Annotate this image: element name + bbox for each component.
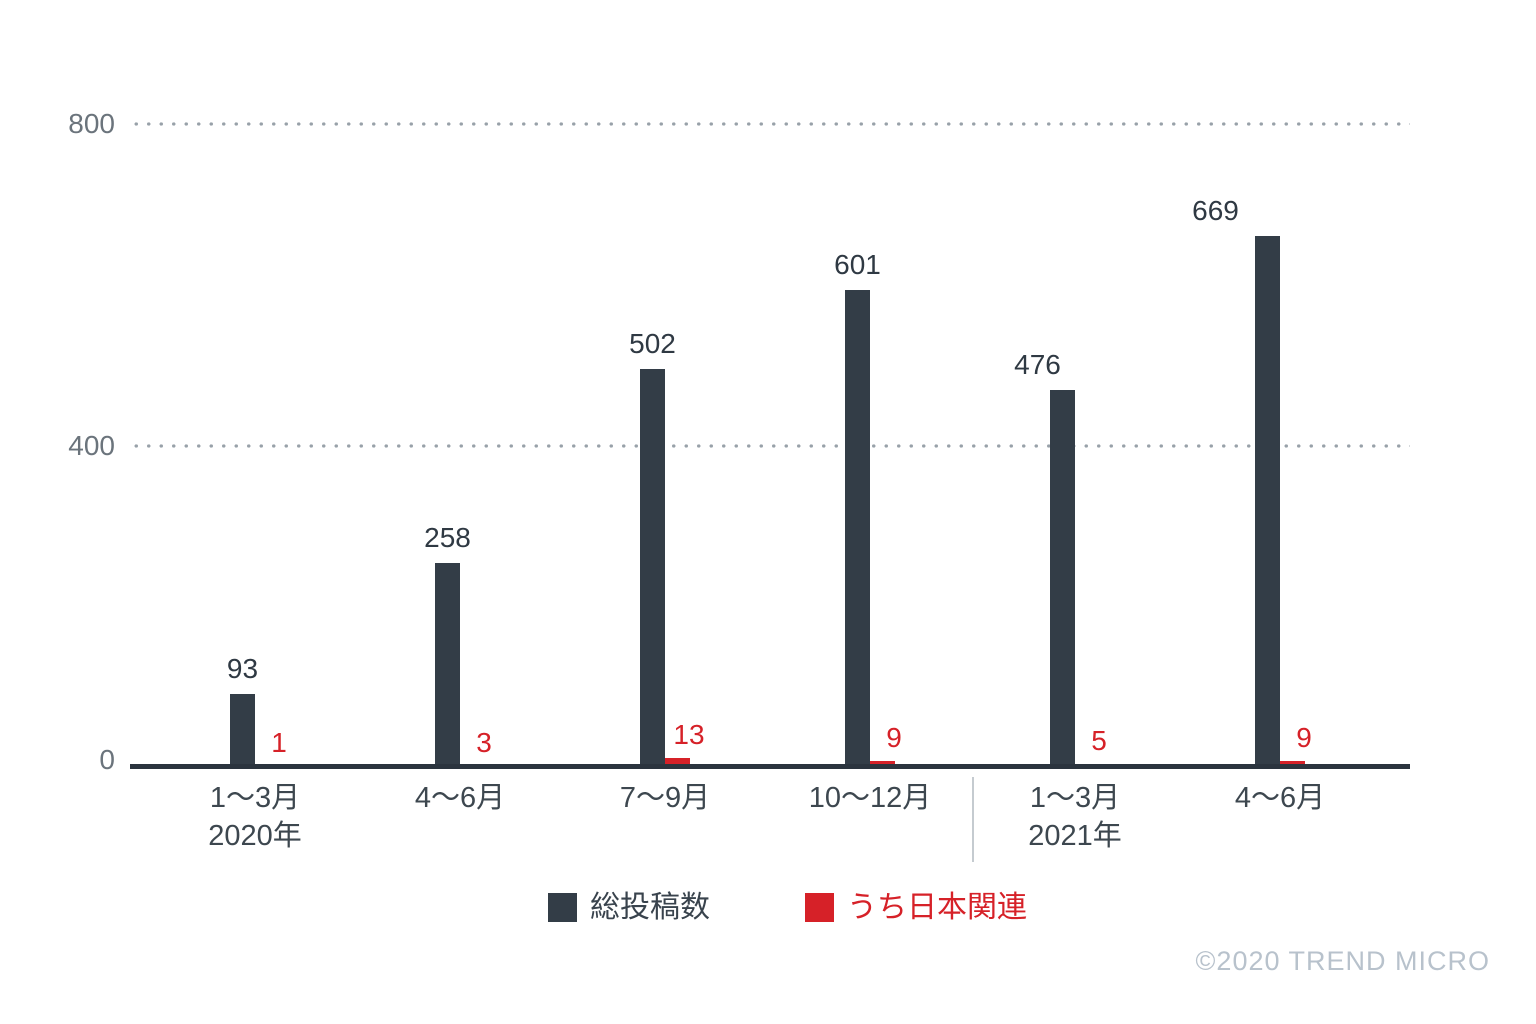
gridline-400 <box>130 444 1410 448</box>
japan-value-label: 13 <box>673 719 705 750</box>
category-label: 1〜3月 <box>209 782 301 814</box>
total-value-label: 258 <box>424 522 471 553</box>
legend-swatch-total <box>548 893 577 922</box>
total-value-label: 669 <box>1192 195 1239 226</box>
japan-value-label: 9 <box>886 722 902 753</box>
legend-label-japan: うち日本関連 <box>847 891 1027 924</box>
japan-value-label: 3 <box>476 727 492 758</box>
copyright-text: ©2020 TREND MICRO <box>1195 946 1490 976</box>
gridline-800 <box>130 122 1410 126</box>
bar-japan <box>665 758 690 768</box>
category-label: 4〜6月 <box>414 782 506 814</box>
japan-value-label: 9 <box>1296 722 1312 753</box>
total-value-label: 502 <box>629 328 676 359</box>
legend-label-total: 総投稿数 <box>590 891 710 924</box>
total-value-label: 93 <box>226 653 259 684</box>
x-axis-line <box>130 764 1410 769</box>
total-value-label: 601 <box>834 249 881 280</box>
bar-total <box>640 369 665 768</box>
category-label: 10〜12月 <box>808 782 932 814</box>
legend-swatch-japan <box>805 893 834 922</box>
category-label: 1〜3月 <box>1029 782 1121 814</box>
category-label: 4〜6月 <box>1234 782 1326 814</box>
year-label: 2021年 <box>1028 820 1122 852</box>
japan-value-label: 5 <box>1091 725 1107 756</box>
total-value-label: 476 <box>1014 349 1061 380</box>
year-divider-line <box>971 777 974 862</box>
year-label: 2020年 <box>208 820 302 852</box>
bar-total <box>1050 390 1075 768</box>
y-tick-label-400: 400 <box>68 430 115 461</box>
category-label: 7〜9月 <box>619 782 711 814</box>
bar-total <box>845 290 870 768</box>
bar-total <box>1255 236 1280 768</box>
japan-value-label: 1 <box>271 727 287 758</box>
bar-total <box>435 563 460 768</box>
y-tick-label-0: 0 <box>99 744 115 775</box>
bar-total <box>230 694 255 768</box>
y-tick-label-800: 800 <box>68 108 115 139</box>
